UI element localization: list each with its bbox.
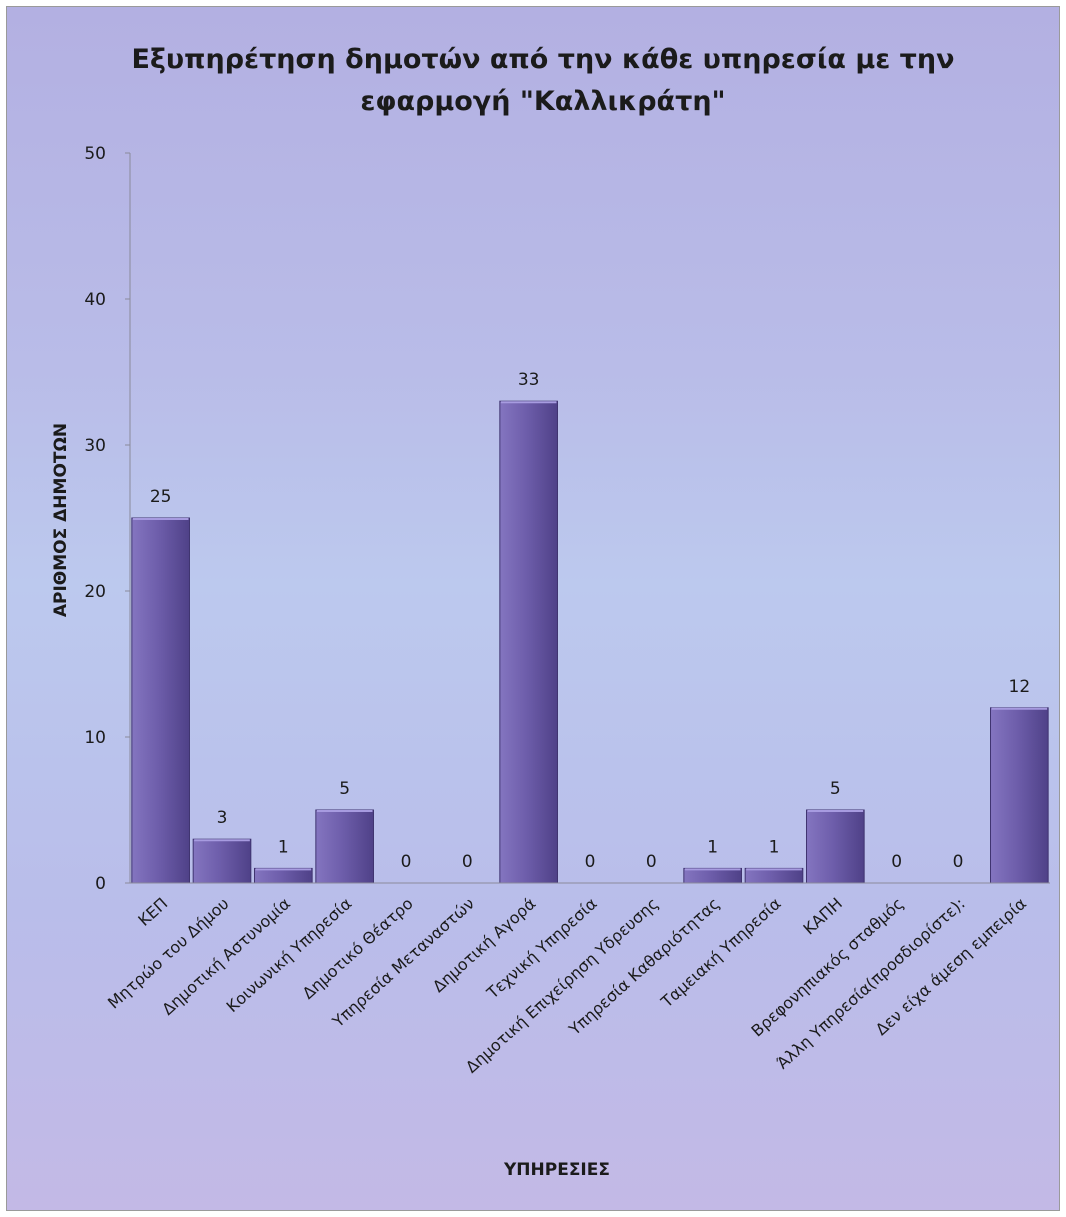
bar	[254, 867, 313, 884]
data-label: 5	[830, 779, 841, 799]
data-label: 0	[646, 852, 657, 872]
bar	[192, 838, 252, 884]
category-label: Δημοτική Αγορά	[429, 894, 540, 996]
bar	[499, 400, 558, 884]
data-label: 0	[401, 852, 412, 872]
y-tick-label: 30	[84, 436, 106, 456]
x-axis-label: ΥΠΗΡΕΣΙΕΣ	[503, 1160, 610, 1180]
data-label: 0	[585, 852, 596, 872]
y-tick-label: 50	[84, 144, 106, 164]
data-label: 1	[707, 837, 718, 857]
category-label: ΚΕΠ	[134, 894, 171, 930]
category-label: Δημοτικό Θέατρο	[299, 894, 417, 1003]
data-label: 0	[891, 852, 902, 872]
data-label: 25	[150, 487, 172, 507]
data-label: 12	[1009, 677, 1031, 697]
data-label: 1	[278, 837, 289, 857]
data-label: 5	[339, 779, 350, 799]
data-label: 33	[518, 370, 540, 390]
bar	[806, 809, 865, 884]
y-tick-label: 40	[84, 290, 106, 310]
bar	[744, 867, 804, 884]
y-tick-label: 0	[95, 874, 106, 894]
y-tick-label: 20	[84, 582, 106, 602]
data-label: 3	[217, 808, 228, 828]
category-label: ΚΑΠΗ	[799, 894, 846, 939]
chart-title-line-1: Εξυπηρέτηση δημοτών από την κάθε υπηρεσί…	[132, 44, 955, 75]
y-axis-label: ΑΡΙΘΜΟΣ ΔΗΜΟΤΩΝ	[51, 423, 71, 617]
data-label: 0	[462, 852, 473, 872]
y-tick-label: 10	[84, 728, 106, 748]
chart-title-line-2: εφαρμογή "Καλλικράτη"	[360, 86, 725, 117]
data-label: 0	[953, 852, 964, 872]
bar	[683, 867, 742, 884]
bar	[315, 809, 374, 884]
data-label: 1	[769, 837, 780, 857]
category-label: Ταμειακή Υπηρεσία	[657, 894, 785, 1012]
bar	[990, 707, 1049, 884]
bar	[131, 517, 190, 884]
category-label: Τεχνική Υπηρεσία	[482, 894, 600, 1003]
